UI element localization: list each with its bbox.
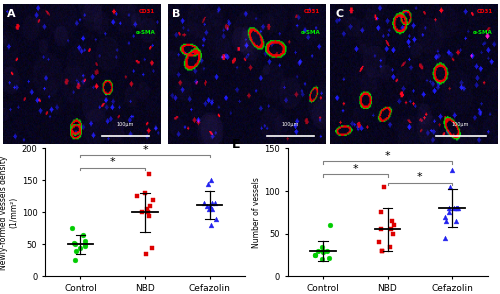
Point [446,210,454,215]
Point [378,248,386,253]
Text: α-SMA: α-SMA [300,30,320,35]
Point [204,207,212,212]
Point [318,248,326,253]
Point [212,216,220,221]
Point [80,239,88,243]
Point [319,250,327,255]
Point [318,257,326,262]
Point [440,214,448,219]
Text: B: B [172,9,180,19]
Point [81,243,89,248]
Y-axis label: Newly-formed vessels density
(1/mm²): Newly-formed vessels density (1/mm²) [0,155,19,270]
Point [144,210,152,215]
Text: 100μm: 100μm [282,122,299,127]
Point [445,206,453,211]
Point [311,253,319,258]
Point [144,213,152,218]
Point [378,248,386,253]
Point [143,207,151,212]
Text: E: E [232,138,240,151]
Point [446,185,454,189]
Point [81,242,89,247]
Text: CD31: CD31 [476,9,492,14]
Point [377,210,385,215]
Point [208,207,216,212]
Point [144,172,152,176]
Text: 100μm: 100μm [452,122,469,127]
Text: *: * [417,172,422,182]
Point [132,194,140,199]
Point [454,206,462,211]
Point [210,201,218,205]
Point [441,236,449,240]
Text: α-SMA: α-SMA [472,30,492,35]
Point [72,248,80,253]
Text: CD31: CD31 [139,9,156,14]
Point [452,219,460,223]
Text: C: C [335,9,343,19]
Point [78,233,86,237]
Point [204,181,212,186]
Point [450,206,458,211]
Point [200,201,207,205]
Text: 100μm: 100μm [116,122,134,127]
Point [204,204,212,208]
Point [314,248,322,253]
Point [148,245,156,250]
Point [208,201,216,205]
Text: α-SMA: α-SMA [136,30,156,35]
Point [386,244,394,249]
Point [68,226,76,231]
Text: *: * [110,157,116,167]
Point [442,219,450,223]
Point [388,227,396,232]
Point [138,210,145,215]
Point [326,223,334,228]
Point [142,252,150,256]
Point [206,204,214,208]
Point [448,168,456,172]
Point [71,258,79,263]
Point [452,206,460,211]
Text: A: A [7,9,16,19]
Point [380,185,388,189]
Point [72,242,80,247]
Y-axis label: Number of vessels: Number of vessels [252,177,262,248]
Point [390,231,398,236]
Text: *: * [384,151,390,161]
Point [454,206,462,211]
Point [70,241,78,245]
Point [208,178,216,183]
Point [146,204,154,208]
Point [318,244,326,249]
Point [388,219,396,223]
Point [206,204,214,208]
Text: *: * [352,164,358,174]
Point [76,245,84,250]
Point [207,223,215,228]
Point [311,253,319,258]
Point [148,197,156,202]
Point [377,227,385,232]
Point [141,191,149,196]
Point [376,240,384,245]
Point [325,255,333,260]
Text: *: * [142,145,148,155]
Text: CD31: CD31 [304,9,320,14]
Point [390,223,398,228]
Point [323,248,331,253]
